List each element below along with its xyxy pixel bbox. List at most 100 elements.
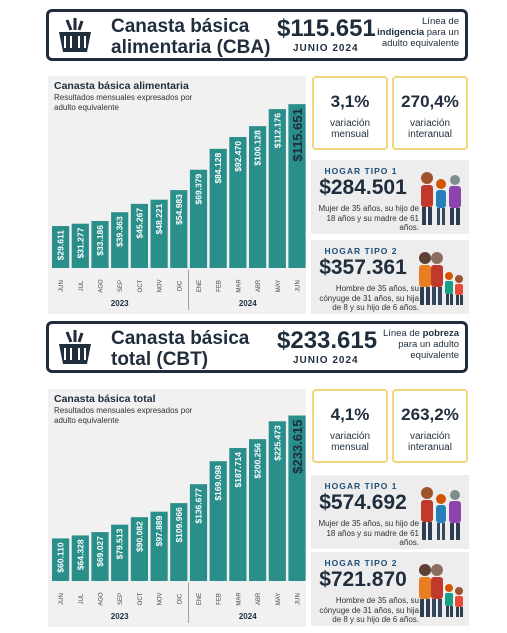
bar-label-0-12: $115.651 — [290, 108, 305, 162]
cba-chart-subtitle: Resultados mensuales expresados por adul… — [54, 93, 193, 112]
bar-label-0-6: $54.983 — [174, 194, 184, 225]
cbt-chart-title: Canasta básica total — [54, 393, 156, 405]
tick-label-1-4: OCT — [138, 592, 144, 605]
bar-label-0-0: $29.611 — [56, 230, 66, 261]
cba-hogar-1: HOGAR TIPO 1 $284.501 Mujer de 35 años, … — [311, 160, 469, 234]
bar-1-11 — [268, 421, 286, 581]
bar-0-3 — [111, 212, 129, 268]
bar-0-8 — [209, 148, 227, 268]
family-icon — [419, 564, 463, 617]
bar-label-0-7: $69.379 — [194, 173, 204, 204]
tick-label-0-9: MAR — [236, 279, 242, 293]
bar-0-0 — [52, 226, 70, 268]
bar-label-1-9: $187.714 — [233, 452, 243, 488]
bar-label-1-4: $90.082 — [134, 521, 144, 552]
bar-label-0-1: $31.277 — [75, 227, 85, 258]
tick-label-0-10: ABR — [256, 279, 262, 292]
cbt-var-mensual-label: variación mensual — [329, 431, 371, 453]
bar-0-9 — [229, 137, 247, 268]
cbt-chart-panel: Canasta básica total Resultados mensuale… — [48, 389, 306, 627]
bar-label-1-12: $233.615 — [290, 420, 305, 474]
tick-label-0-0: JUN — [59, 280, 65, 292]
cbt-amount: $233.615 — [277, 327, 378, 354]
tick-label-0-8: FEB — [217, 280, 223, 292]
cba-hogar-2-desc: Hombre de 35 años, su cónyuge de 31 años… — [319, 284, 419, 312]
bar-label-0-4: $45.267 — [134, 208, 144, 239]
tick-label-1-10: ABR — [256, 592, 262, 605]
family-icon — [419, 252, 463, 305]
bar-1-0 — [52, 538, 70, 581]
cbt-var-interanual-value: 263,2% — [401, 405, 459, 424]
cba-hogar-2-amount: $357.361 — [319, 256, 407, 279]
cbt-title: Canasta básica total (CBT) — [111, 328, 250, 370]
cbt-hogar-2-tag: HOGAR TIPO 2 — [324, 558, 398, 568]
bar-label-1-8: $169.098 — [213, 465, 223, 501]
tick-label-1-8: FEB — [217, 593, 223, 605]
bar-0-11 — [268, 109, 286, 268]
cbt-hogar-1: HOGAR TIPO 1 $574.692 Mujer de 35 años, … — [311, 475, 469, 549]
bar-label-0-9: $92.470 — [233, 141, 243, 172]
bar-0-1 — [71, 223, 89, 268]
cbt-hogar-1-amount: $574.692 — [319, 491, 407, 514]
bar-label-1-1: $64.328 — [75, 539, 85, 570]
bar-1-5 — [150, 511, 168, 581]
bar-label-0-10: $100.128 — [253, 130, 263, 166]
bar-label-0-3: $39.363 — [115, 216, 125, 247]
cba-date: JUNIO 2024 — [293, 43, 359, 54]
tick-label-0-6: DIC — [177, 280, 183, 291]
cbt-var-interanual-label: variación interanual — [408, 431, 452, 453]
tick-label-1-5: NOV — [158, 592, 164, 605]
bar-1-4 — [130, 517, 148, 581]
tick-label-1-11: MAY — [276, 593, 282, 606]
cba-chart-title: Canasta básica alimentaria — [54, 80, 189, 92]
bar-label-1-3: $79.513 — [115, 528, 125, 559]
bar-1-3 — [111, 524, 129, 581]
bar-0-6 — [170, 190, 188, 268]
tick-label-0-3: SEP — [118, 280, 124, 292]
cba-var-interanual: 270,4% variación interanual — [392, 76, 468, 150]
bar-1-1 — [71, 535, 89, 581]
tick-label-0-1: JUL — [79, 280, 85, 291]
cba-var-interanual-label: variación interanual — [408, 118, 452, 140]
tick-label-1-1: JUL — [79, 593, 85, 604]
basket-icon — [59, 18, 91, 52]
bar-label-1-11: $225.473 — [272, 425, 282, 461]
tick-label-1-12: JUN — [296, 593, 302, 605]
bar-label-1-10: $200.256 — [253, 443, 263, 479]
bar-1-9 — [229, 448, 247, 581]
bar-1-7 — [189, 484, 208, 581]
tick-label-1-6: DIC — [177, 593, 183, 604]
cba-note: Línea de indigencia para un adulto equiv… — [377, 16, 459, 49]
tick-label-1-7: ENE — [197, 593, 203, 605]
cbt-hogar-2-amount: $721.870 — [319, 568, 407, 591]
cba-hogar-1-amount: $284.501 — [319, 176, 407, 199]
year-label-0-1: 2024 — [239, 299, 257, 308]
cba-var-mensual-label: variación mensual — [329, 118, 371, 140]
bar-1-12 — [288, 415, 306, 581]
bar-label-1-5: $97.889 — [154, 515, 164, 546]
tick-label-0-4: OCT — [138, 279, 144, 292]
family-icon — [421, 487, 461, 540]
bar-label-0-5: $48.221 — [154, 203, 164, 234]
bar-0-10 — [249, 126, 267, 268]
tick-label-0-5: NOV — [158, 279, 164, 292]
cbt-hogar-2: HOGAR TIPO 2 $721.870 Hombre de 35 años,… — [311, 552, 469, 626]
cbt-var-mensual-value: 4,1% — [330, 405, 370, 424]
bar-1-8 — [209, 461, 227, 581]
cbt-hogar-1-desc: Mujer de 35 años, su hijo de 18 años y s… — [318, 519, 419, 547]
bar-0-4 — [130, 203, 148, 268]
cbt-date: JUNIO 2024 — [293, 355, 359, 366]
cbt-hogar-2-desc: Hombre de 35 años, su cónyuge de 31 años… — [319, 596, 419, 624]
cba-hogar-1-desc: Mujer de 35 años, su hijo de 18 años y s… — [318, 204, 419, 232]
cba-hogar-2-tag: HOGAR TIPO 2 — [324, 246, 398, 256]
bar-label-0-11: $112.176 — [272, 113, 282, 148]
cbt-header: Canasta básica total (CBT) $233.615 JUNI… — [46, 321, 468, 373]
bar-1-10 — [249, 439, 267, 581]
family-icon — [421, 172, 461, 225]
cba-hogar-2: HOGAR TIPO 2 $357.361 Hombre de 35 años,… — [311, 240, 469, 314]
tick-label-1-3: SEP — [118, 593, 124, 605]
bar-0-5 — [150, 199, 168, 268]
bar-0-2 — [91, 220, 109, 268]
cba-var-mensual: 3,1% variación mensual — [312, 76, 388, 150]
cba-header: Canasta básica alimentaria (CBA) $115.65… — [46, 9, 468, 61]
